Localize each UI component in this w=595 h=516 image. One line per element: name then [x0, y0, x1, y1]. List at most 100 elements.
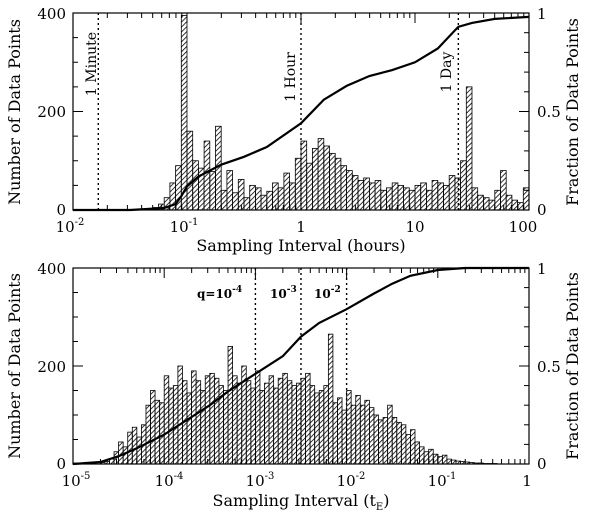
bottom-histogram-bar — [305, 372, 311, 465]
top-xtick-100: 100 — [509, 218, 538, 236]
bottom-histogram-bar — [318, 390, 325, 465]
top-annotation-lines — [97, 13, 460, 210]
bottom-histogram-bar — [441, 454, 448, 465]
top-cumulative-curve — [73, 15, 530, 212]
top-histogram-bar — [203, 140, 211, 211]
bottom-histogram-bar — [213, 377, 220, 465]
bottom-histogram-bar — [364, 399, 370, 465]
top-histogram-bar — [397, 184, 404, 211]
annotation-1-day: 1 Day — [439, 51, 455, 92]
bottom-histogram-bar — [154, 399, 161, 465]
top-histogram-bar — [289, 182, 296, 211]
bottom-histogram-bar — [350, 404, 357, 465]
top-histogram-bar — [294, 157, 302, 211]
bottom-y2tick-0: 0 — [537, 455, 547, 473]
top-histogram-bar — [260, 194, 268, 211]
bottom-histogram-bar — [309, 385, 316, 465]
bottom-histogram-bar — [227, 345, 233, 465]
annotation-1-hour: 1 Hour — [283, 52, 299, 102]
top-histogram-bar — [420, 182, 427, 211]
top-histogram-bar — [425, 189, 433, 211]
top-histogram-bar — [414, 184, 422, 211]
bottom-histogram-bar — [204, 375, 211, 465]
top-xtick-0.01: 10-2 — [56, 217, 85, 236]
bottom-histogram-bar — [172, 385, 179, 465]
top-histogram-bar — [511, 199, 518, 211]
bottom-histogram-bar — [400, 424, 407, 465]
bottom-histogram-bar — [186, 392, 192, 465]
bottom-histogram-bar — [387, 404, 393, 465]
bottom-histogram-bar — [282, 372, 288, 465]
bottom-histogram-bar — [286, 380, 293, 465]
bottom-histogram-bar — [122, 446, 129, 465]
bottom-histogram-bar — [405, 434, 411, 465]
top-histogram-bar — [317, 138, 325, 211]
top-histogram-bar — [437, 182, 444, 211]
bottom-plot-frame — [72, 267, 530, 465]
top-ytick-0: 0 — [56, 201, 66, 219]
bottom-y2tick-1: 1 — [537, 260, 547, 278]
bottom-histogram-bar — [163, 375, 170, 465]
bottom-histogram-bar — [168, 387, 174, 465]
bottom-histogram-bar — [391, 417, 398, 465]
bottom-histogram-bar — [177, 365, 183, 465]
annotation-1e-2: 10-2 — [314, 285, 341, 301]
top-histogram-bar — [340, 165, 347, 211]
bottom-histogram-bar — [223, 390, 229, 465]
bottom-xtick-1e-2: 10-2 — [337, 471, 366, 490]
top-histogram-bar — [186, 130, 194, 211]
bottom-histogram-bar — [118, 441, 124, 465]
bottom-histogram-bar — [396, 421, 402, 465]
bottom-y2-axis-label: Fraction of Data Points — [563, 272, 582, 460]
bottom-ytick-200: 200 — [37, 358, 66, 376]
top-histogram-bar — [329, 152, 336, 211]
top-histogram-bar — [232, 192, 239, 211]
bottom-histogram-bar — [410, 429, 416, 465]
top-histogram-bar — [346, 170, 353, 211]
bottom-histogram-bar — [236, 382, 243, 465]
top-histogram-bar — [283, 172, 290, 211]
top-histogram-bar — [403, 187, 410, 211]
bottom-histogram-bar — [437, 456, 443, 465]
bottom-histogram-bar — [446, 458, 452, 465]
bottom-histogram-bar — [300, 377, 306, 465]
top-plot-frame — [72, 12, 530, 211]
top-histogram-bar — [209, 171, 216, 211]
top-histogram-bar — [323, 145, 330, 211]
top-histogram-bar — [334, 157, 342, 211]
bottom-histogram-bar — [268, 375, 275, 465]
bottom-histogram-bar — [373, 414, 379, 465]
bottom-histogram-bar — [337, 397, 343, 465]
bottom-xtick-1e-5: 10-5 — [62, 471, 91, 490]
bottom-ytick-0: 0 — [56, 455, 66, 473]
bottom-histogram-bar — [209, 372, 215, 465]
bottom-x-axis-label: Sampling Interval (tE) — [213, 491, 390, 513]
top-histogram-bar — [448, 175, 456, 211]
top-histogram-bar — [517, 202, 524, 211]
top-histogram-bar — [249, 184, 256, 211]
bottom-histogram-bar — [150, 390, 156, 465]
top-histogram-bar — [431, 180, 439, 211]
top-xtick-0.1: 10-1 — [170, 217, 199, 236]
bottom-histogram-bar — [355, 394, 361, 465]
top-y-axis-label: Number of Data Points — [5, 19, 24, 205]
top-histogram-bar — [357, 180, 365, 211]
bottom-histogram-bar — [382, 417, 389, 465]
bottom-histogram-bar — [327, 333, 334, 465]
bottom-chart: 0 200 400 0 0.5 1 10-5 10-4 10-3 10-2 10… — [5, 260, 582, 513]
top-chart: 0 200 400 0 0.5 1 10-2 10-1 1 10 100 Sam… — [5, 5, 582, 255]
top-histogram-bar — [243, 197, 251, 211]
bottom-histogram-bar — [378, 419, 384, 465]
top-y2tick-1: 1 — [537, 5, 547, 23]
top-histogram-bar — [460, 160, 467, 211]
bottom-xtick-1e-1: 10-1 — [428, 471, 457, 490]
top-histogram-bar — [488, 199, 496, 211]
top-histogram-bar — [500, 170, 507, 211]
top-histogram-bar — [226, 170, 233, 211]
top-histogram-bar — [368, 182, 376, 211]
top-histogram-bar — [192, 160, 199, 211]
bottom-histogram-bar — [423, 451, 430, 465]
top-histogram-bar — [220, 189, 228, 211]
bottom-histogram-bar — [259, 390, 265, 465]
top-histogram — [146, 15, 530, 211]
